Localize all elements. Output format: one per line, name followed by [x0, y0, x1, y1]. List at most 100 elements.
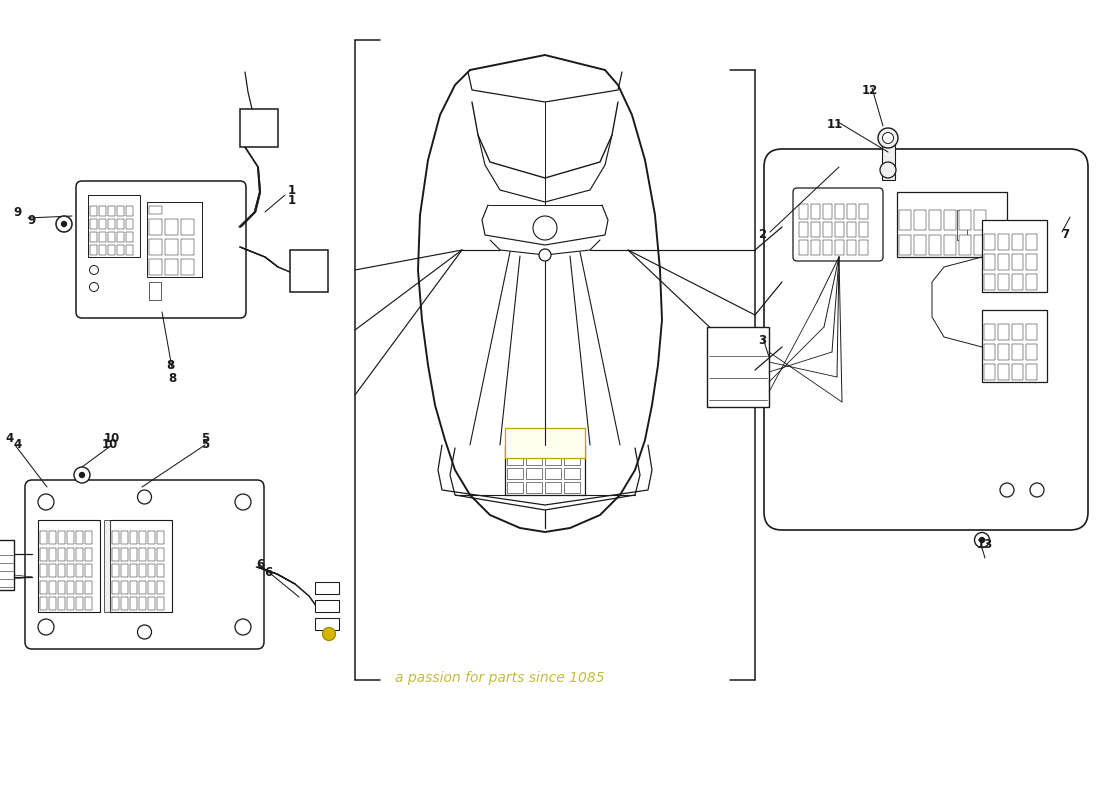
FancyBboxPatch shape	[112, 547, 119, 561]
FancyBboxPatch shape	[974, 210, 986, 230]
Circle shape	[539, 249, 551, 261]
FancyBboxPatch shape	[139, 531, 146, 544]
FancyBboxPatch shape	[974, 235, 986, 255]
FancyBboxPatch shape	[982, 310, 1047, 382]
Circle shape	[979, 538, 984, 542]
FancyBboxPatch shape	[76, 531, 82, 544]
FancyBboxPatch shape	[564, 468, 580, 479]
FancyBboxPatch shape	[859, 222, 868, 237]
FancyBboxPatch shape	[139, 597, 146, 610]
FancyBboxPatch shape	[896, 192, 1006, 257]
FancyBboxPatch shape	[1026, 274, 1037, 290]
FancyBboxPatch shape	[564, 482, 580, 493]
Text: 9: 9	[28, 214, 36, 226]
FancyBboxPatch shape	[1026, 364, 1037, 380]
FancyBboxPatch shape	[315, 582, 339, 594]
FancyBboxPatch shape	[526, 482, 542, 493]
FancyBboxPatch shape	[110, 520, 172, 612]
Circle shape	[975, 533, 990, 547]
FancyBboxPatch shape	[76, 581, 82, 594]
FancyBboxPatch shape	[998, 344, 1009, 360]
FancyBboxPatch shape	[823, 204, 832, 219]
FancyBboxPatch shape	[50, 581, 56, 594]
FancyBboxPatch shape	[40, 581, 47, 594]
Text: 7: 7	[1060, 229, 1069, 242]
FancyBboxPatch shape	[148, 259, 162, 275]
FancyBboxPatch shape	[126, 219, 133, 229]
FancyBboxPatch shape	[76, 564, 82, 577]
FancyBboxPatch shape	[1026, 234, 1037, 250]
FancyBboxPatch shape	[1012, 324, 1023, 340]
FancyBboxPatch shape	[157, 581, 164, 594]
FancyBboxPatch shape	[984, 324, 996, 340]
Circle shape	[1000, 483, 1014, 497]
Text: 11: 11	[827, 118, 843, 131]
FancyBboxPatch shape	[544, 482, 561, 493]
FancyBboxPatch shape	[1026, 344, 1037, 360]
Circle shape	[39, 619, 54, 635]
FancyBboxPatch shape	[1026, 324, 1037, 340]
FancyBboxPatch shape	[859, 240, 868, 255]
FancyBboxPatch shape	[58, 531, 65, 544]
FancyBboxPatch shape	[959, 210, 971, 230]
FancyBboxPatch shape	[811, 240, 819, 255]
FancyBboxPatch shape	[40, 547, 47, 561]
FancyBboxPatch shape	[944, 235, 956, 255]
FancyBboxPatch shape	[67, 597, 74, 610]
Circle shape	[235, 619, 251, 635]
FancyBboxPatch shape	[58, 547, 65, 561]
Text: 12: 12	[862, 83, 878, 97]
FancyBboxPatch shape	[148, 531, 155, 544]
FancyBboxPatch shape	[148, 239, 162, 255]
FancyBboxPatch shape	[984, 344, 996, 360]
Text: 2: 2	[758, 229, 766, 242]
FancyBboxPatch shape	[847, 222, 856, 237]
FancyBboxPatch shape	[930, 235, 940, 255]
FancyBboxPatch shape	[507, 468, 522, 479]
Text: 1: 1	[288, 183, 296, 197]
Text: 13: 13	[977, 538, 993, 551]
FancyBboxPatch shape	[507, 454, 522, 465]
FancyBboxPatch shape	[58, 597, 65, 610]
FancyBboxPatch shape	[90, 206, 97, 216]
Circle shape	[74, 467, 90, 483]
FancyBboxPatch shape	[121, 581, 128, 594]
FancyBboxPatch shape	[984, 234, 996, 250]
FancyBboxPatch shape	[984, 274, 996, 290]
FancyBboxPatch shape	[58, 581, 65, 594]
FancyBboxPatch shape	[944, 210, 956, 230]
FancyBboxPatch shape	[139, 581, 146, 594]
FancyBboxPatch shape	[40, 564, 47, 577]
Text: 3: 3	[758, 334, 766, 346]
FancyBboxPatch shape	[835, 240, 844, 255]
FancyBboxPatch shape	[130, 531, 138, 544]
FancyBboxPatch shape	[1012, 274, 1023, 290]
FancyBboxPatch shape	[148, 282, 161, 300]
FancyBboxPatch shape	[126, 206, 133, 216]
FancyBboxPatch shape	[811, 204, 819, 219]
FancyBboxPatch shape	[982, 220, 1047, 292]
FancyBboxPatch shape	[50, 564, 56, 577]
FancyBboxPatch shape	[117, 245, 124, 255]
FancyBboxPatch shape	[130, 564, 138, 577]
FancyBboxPatch shape	[998, 234, 1009, 250]
FancyBboxPatch shape	[914, 210, 926, 230]
Text: 8: 8	[166, 358, 174, 371]
FancyBboxPatch shape	[1012, 344, 1023, 360]
FancyBboxPatch shape	[799, 204, 808, 219]
FancyBboxPatch shape	[50, 531, 56, 544]
FancyBboxPatch shape	[526, 468, 542, 479]
FancyBboxPatch shape	[835, 222, 844, 237]
FancyBboxPatch shape	[984, 364, 996, 380]
Circle shape	[1030, 483, 1044, 497]
FancyBboxPatch shape	[148, 597, 155, 610]
FancyBboxPatch shape	[799, 222, 808, 237]
Circle shape	[79, 473, 85, 478]
FancyBboxPatch shape	[290, 250, 328, 292]
FancyBboxPatch shape	[112, 581, 119, 594]
FancyBboxPatch shape	[1012, 364, 1023, 380]
FancyBboxPatch shape	[998, 364, 1009, 380]
FancyBboxPatch shape	[148, 581, 155, 594]
FancyBboxPatch shape	[165, 239, 178, 255]
FancyBboxPatch shape	[112, 564, 119, 577]
